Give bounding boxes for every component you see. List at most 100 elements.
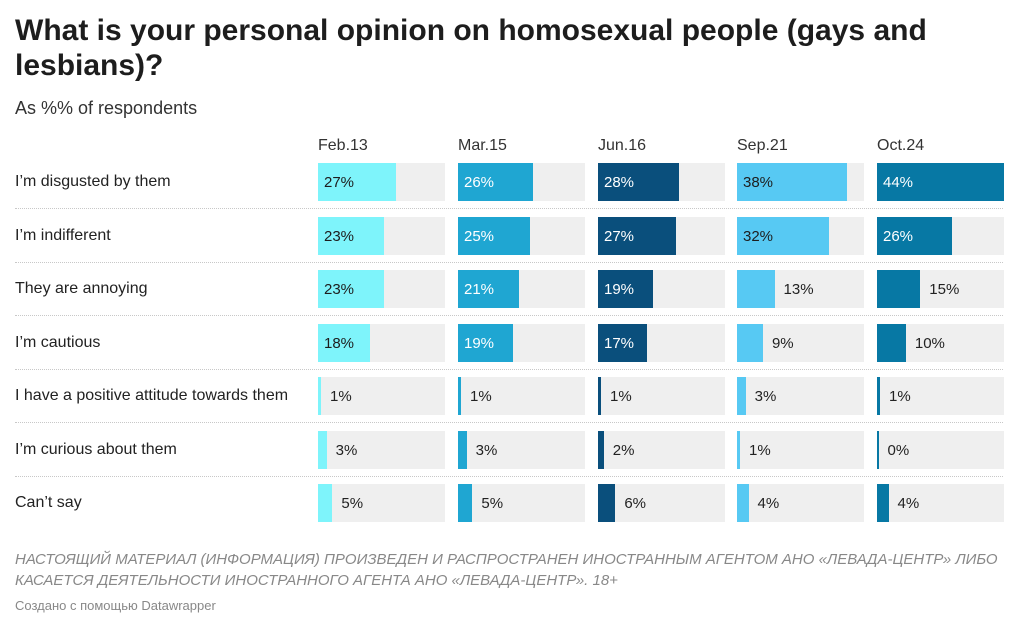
row-label: I have a positive attitude towards them xyxy=(15,387,289,404)
column-header: Feb.13 xyxy=(318,137,368,154)
row-separator xyxy=(15,476,1003,477)
bar-value-label: 2% xyxy=(612,441,635,459)
bar-track: 10% xyxy=(877,324,1004,362)
bar xyxy=(458,431,467,469)
bar-value-label: 4% xyxy=(757,494,780,512)
row-label: I’m indifferent xyxy=(15,227,111,244)
bar xyxy=(877,484,889,522)
bar xyxy=(737,270,775,308)
bar-track: 32% xyxy=(737,217,864,255)
bar-track: 23% xyxy=(318,217,445,255)
bar-value-label: 1% xyxy=(889,387,911,405)
bar-value-label: 9% xyxy=(771,334,794,352)
bar-value-label: 5% xyxy=(341,494,364,512)
bar xyxy=(737,377,746,415)
bar xyxy=(318,484,333,522)
row-label: I’m cautious xyxy=(15,334,101,351)
bar xyxy=(598,431,604,469)
bar xyxy=(737,163,847,201)
bar-track: 3% xyxy=(458,431,585,469)
bar-track: 1% xyxy=(877,377,1004,415)
bar-track: 38% xyxy=(737,163,864,201)
bar-track: 21% xyxy=(458,270,585,308)
bar xyxy=(318,163,396,201)
bar xyxy=(598,270,653,308)
bar-value-label: 26% xyxy=(883,227,914,245)
bar xyxy=(737,484,749,522)
bar-track: 26% xyxy=(877,217,1004,255)
bar-track: 17% xyxy=(598,324,725,362)
bar-value-label: 15% xyxy=(929,280,960,298)
bar xyxy=(598,324,648,362)
bar-value-label: 28% xyxy=(604,173,635,191)
bar xyxy=(877,163,1004,201)
row-label: I’m curious about them xyxy=(15,441,177,458)
bar xyxy=(877,324,906,362)
bar-track: 0% xyxy=(877,431,1004,469)
bar xyxy=(737,217,830,255)
bar-value-label: 13% xyxy=(783,280,814,298)
bar xyxy=(737,324,763,362)
bar-value-label: 0% xyxy=(887,441,910,459)
bar-value-label: 17% xyxy=(604,334,635,352)
bar-track: 2% xyxy=(598,431,725,469)
bar-value-label: 5% xyxy=(481,494,504,512)
bar-track: 18% xyxy=(318,324,445,362)
bar-track: 23% xyxy=(318,270,445,308)
row-label: I’m disgusted by them xyxy=(15,173,171,190)
bar xyxy=(458,270,519,308)
bar-value-label: 23% xyxy=(324,280,355,298)
column-header: Mar.15 xyxy=(458,137,507,154)
bar-value-label: 27% xyxy=(604,227,635,245)
bar-track: 28% xyxy=(598,163,725,201)
bar xyxy=(318,431,327,469)
bar-value-label: 4% xyxy=(897,494,920,512)
bar xyxy=(598,163,679,201)
bar-value-label: 6% xyxy=(624,494,646,512)
foreign-agent-notice: НАСТОЯЩИЙ МАТЕРИАЛ (ИНФОРМАЦИЯ) ПРОИЗВЕД… xyxy=(15,551,998,589)
bar-track: 4% xyxy=(877,484,1004,522)
bar xyxy=(598,484,616,522)
bar-value-label: 3% xyxy=(754,387,777,405)
bar-value-label: 26% xyxy=(464,173,495,191)
bar-track: 19% xyxy=(458,324,585,362)
bar xyxy=(458,163,534,201)
bar xyxy=(458,217,531,255)
bar xyxy=(318,377,321,415)
bar-value-label: 19% xyxy=(604,280,635,298)
bar-track: 1% xyxy=(458,377,585,415)
bar-value-label: 44% xyxy=(883,173,914,191)
bar xyxy=(458,324,513,362)
bar-value-label: 3% xyxy=(475,441,498,459)
bar-track: 6% xyxy=(598,484,725,522)
column-header: Oct.24 xyxy=(877,137,925,154)
bar-value-label: 10% xyxy=(914,334,945,352)
bar-value-label: 18% xyxy=(324,334,355,352)
row-label: They are annoying xyxy=(15,280,148,297)
datawrapper-credit: Создано с помощью Datawrapper xyxy=(15,598,216,613)
bar-track: 1% xyxy=(737,431,864,469)
row-separator xyxy=(15,315,1003,316)
bar-track: 4% xyxy=(737,484,864,522)
column-header: Sep.21 xyxy=(737,137,788,154)
row-separator xyxy=(15,369,1003,370)
bar-track: 27% xyxy=(598,217,725,255)
bar-track: 13% xyxy=(737,270,864,308)
bar xyxy=(737,431,740,469)
row-separator xyxy=(15,262,1003,263)
bar-track: 44% xyxy=(877,163,1004,201)
bar-value-label: 1% xyxy=(610,387,632,405)
bar-value-label: 32% xyxy=(743,227,774,245)
bar-value-label: 1% xyxy=(330,387,352,405)
bar-track: 1% xyxy=(598,377,725,415)
bar-value-label: 3% xyxy=(335,441,358,459)
bar xyxy=(877,270,921,308)
bar xyxy=(318,217,385,255)
bar-track: 26% xyxy=(458,163,585,201)
bar-track: 15% xyxy=(877,270,1004,308)
bar-value-label: 21% xyxy=(464,280,495,298)
bar xyxy=(598,217,676,255)
bar xyxy=(877,377,880,415)
column-header: Jun.16 xyxy=(598,137,647,154)
bar xyxy=(318,270,385,308)
